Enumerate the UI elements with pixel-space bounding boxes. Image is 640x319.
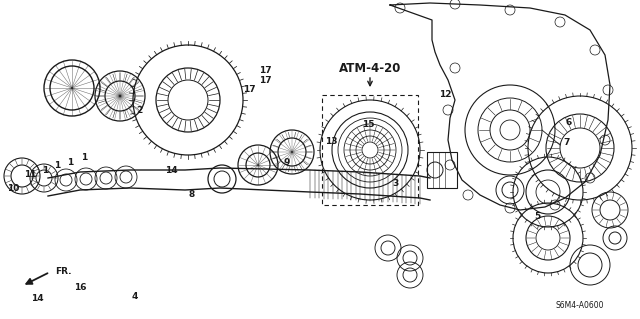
Text: ATM-4-20: ATM-4-20 [339,62,401,75]
Text: 14: 14 [31,294,44,303]
Text: 1: 1 [81,153,88,162]
Text: 5: 5 [534,212,541,221]
Text: 17: 17 [259,66,272,75]
Text: 4: 4 [131,292,138,301]
Text: 10: 10 [6,184,19,193]
Text: 1: 1 [42,166,48,175]
Text: 2: 2 [136,106,143,115]
Text: 13: 13 [325,137,338,146]
Text: 3: 3 [392,179,399,188]
Bar [427,152,457,188]
Text: 15: 15 [362,120,374,129]
Text: 12: 12 [438,90,451,99]
Text: 8: 8 [189,190,195,199]
Text: 7: 7 [563,138,570,147]
Text: FR.: FR. [55,268,72,277]
Text: S6M4-A0600: S6M4-A0600 [556,300,604,309]
Text: 16: 16 [74,283,86,292]
Text: 9: 9 [284,158,290,167]
Text: 1: 1 [54,161,61,170]
Text: 14: 14 [165,166,178,175]
Text: 17: 17 [243,85,256,94]
Text: 11: 11 [24,170,37,179]
Text: 6: 6 [565,118,572,127]
Bar [322,95,418,205]
Text: 1: 1 [67,158,74,167]
Text: 17: 17 [259,76,272,85]
